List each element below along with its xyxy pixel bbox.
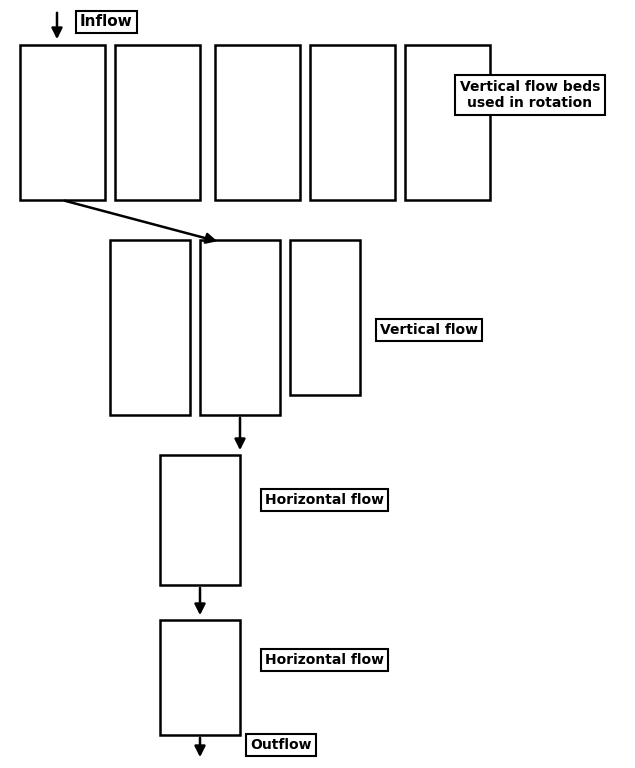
Text: Horizontal flow: Horizontal flow xyxy=(265,493,384,507)
Bar xyxy=(200,240,280,415)
Bar xyxy=(115,45,200,200)
Text: Outflow: Outflow xyxy=(250,738,312,752)
Bar xyxy=(310,45,395,200)
Bar xyxy=(405,45,490,200)
Bar xyxy=(160,455,240,585)
Text: Vertical flow: Vertical flow xyxy=(380,323,478,337)
Text: Vertical flow beds
used in rotation: Vertical flow beds used in rotation xyxy=(460,80,600,110)
Bar xyxy=(160,620,240,735)
Text: Horizontal flow: Horizontal flow xyxy=(265,653,384,667)
Bar xyxy=(290,240,360,395)
Text: Inflow: Inflow xyxy=(80,15,133,29)
Bar xyxy=(20,45,105,200)
Bar xyxy=(110,240,190,415)
Bar xyxy=(215,45,300,200)
